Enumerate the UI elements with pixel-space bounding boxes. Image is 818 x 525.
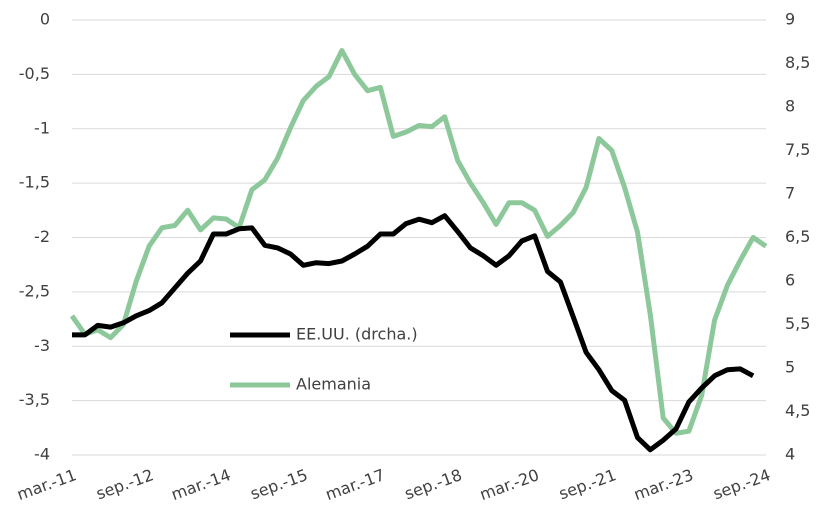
y-tick-label: -2,5 [19, 281, 50, 300]
x-tick-label: sep.-18 [402, 465, 464, 503]
x-tick-label: mar.-20 [477, 465, 541, 504]
legend-label: Alemania [296, 375, 371, 394]
y2-tick-label: 5,5 [785, 314, 810, 333]
y2-tick-label: 4 [785, 445, 795, 464]
y2-tick-label: 7,5 [785, 140, 810, 159]
x-tick-label: mar.-11 [14, 465, 78, 504]
y2-tick-label: 9 [785, 10, 795, 29]
y2-tick-label: 7 [785, 184, 795, 203]
legend-label: EE.UU. (drcha.) [296, 325, 418, 344]
y2-tick-label: 6,5 [785, 227, 810, 246]
y2-tick-label: 4,5 [785, 401, 810, 420]
y-tick-label: -3 [34, 336, 50, 355]
series-line [69, 48, 768, 436]
y2-tick-label: 5 [785, 358, 795, 377]
x-tick-label: sep.-12 [94, 465, 156, 503]
x-tick-label: mar.-17 [323, 465, 387, 504]
y-tick-label: -0,5 [19, 64, 50, 83]
x-tick-label: sep.-21 [556, 465, 618, 503]
y-tick-label: -1 [34, 118, 50, 137]
x-tick-label: mar.-23 [631, 465, 695, 504]
y2-tick-label: 6 [785, 271, 795, 290]
y-tick-label: 0 [40, 10, 50, 29]
y2-tick-label: 8 [785, 97, 795, 116]
x-tick-label: sep.-24 [710, 465, 772, 503]
y-tick-label: -3,5 [19, 390, 50, 409]
y2-tick-label: 8,5 [785, 53, 810, 72]
y-tick-label: -2 [34, 227, 50, 246]
x-tick-label: sep.-15 [248, 465, 310, 503]
x-tick-label: mar.-14 [169, 465, 233, 504]
series-line [72, 213, 755, 453]
y-tick-label: -1,5 [19, 173, 50, 192]
y-tick-label: -4 [34, 445, 50, 464]
